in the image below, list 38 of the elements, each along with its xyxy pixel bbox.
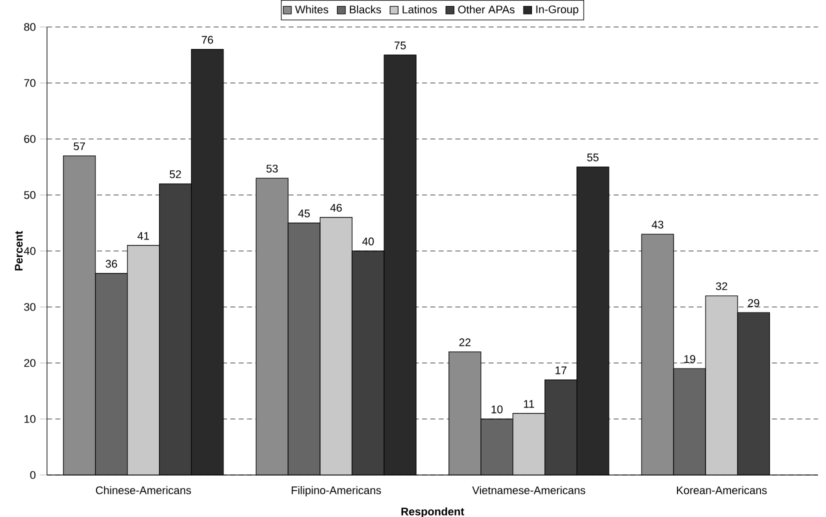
data-label: 46 [330, 204, 342, 212]
y-tick-label: 80 [24, 23, 36, 31]
data-label: 53 [266, 164, 278, 173]
legend-label: Other APAs [458, 5, 515, 14]
data-label: 41 [138, 232, 149, 240]
data-label: 40 [362, 238, 374, 246]
data-label: 29 [748, 299, 760, 307]
data-label: 22 [459, 338, 470, 346]
y-axis-title: Percent [14, 230, 23, 270]
y-tick-label: 0 [30, 471, 36, 479]
data-label: 75 [394, 42, 406, 50]
y-tick-label: 40 [24, 247, 36, 255]
data-label: 10 [492, 406, 503, 414]
data-label: 57 [74, 142, 85, 150]
data-label: 32 [716, 282, 728, 290]
legend-label: Latinos [402, 5, 437, 14]
y-tick-label: 70 [24, 79, 36, 87]
data-label: 43 [652, 220, 664, 229]
legend-label: Blacks [350, 5, 381, 14]
y-tick-label: 60 [24, 135, 36, 143]
data-label: 19 [684, 355, 696, 363]
data-label: 11 [524, 400, 534, 408]
x-tick-label: Filipino-Americans [292, 486, 381, 496]
legend-label: In-Group [536, 5, 578, 16]
data-label: 36 [106, 260, 118, 268]
y-tick-label: 20 [24, 359, 36, 367]
data-label: 55 [587, 154, 599, 162]
data-label: 17 [556, 366, 566, 374]
data-label: 45 [298, 210, 310, 218]
legend-label: Whites [295, 5, 328, 14]
x-tick-label: Chinese-Americans [96, 486, 191, 494]
x-tick-label: Vietnamese-Americans [472, 486, 586, 494]
y-tick-label: 50 [24, 191, 36, 199]
x-tick-label: Korean-Americans [676, 486, 767, 494]
data-label: 52 [170, 170, 181, 178]
y-tick-label: 10 [24, 415, 36, 423]
y-tick-label: 30 [24, 303, 36, 311]
data-label: 76 [202, 36, 214, 44]
